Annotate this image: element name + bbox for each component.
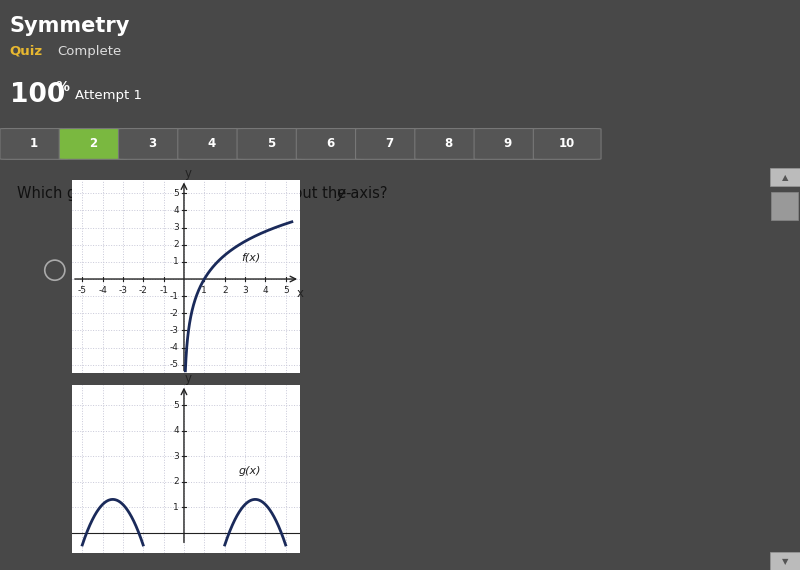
Text: 5: 5 (266, 137, 275, 150)
Text: Quiz: Quiz (10, 45, 42, 58)
Text: 3: 3 (173, 223, 179, 232)
Text: 1: 1 (30, 137, 38, 150)
FancyBboxPatch shape (296, 128, 364, 160)
Text: 100: 100 (10, 83, 66, 108)
Text: 1: 1 (202, 286, 207, 295)
Bar (771, 192, 798, 221)
Text: 2: 2 (222, 286, 227, 295)
Text: -1: -1 (170, 292, 179, 300)
Text: 2: 2 (174, 240, 179, 249)
FancyBboxPatch shape (178, 128, 246, 160)
Text: 3: 3 (242, 286, 248, 295)
Text: g(x): g(x) (239, 466, 262, 476)
Text: 6: 6 (326, 137, 334, 150)
Text: Complete: Complete (58, 45, 122, 58)
Text: y: y (336, 186, 345, 201)
Text: -1: -1 (159, 286, 168, 295)
Text: 4: 4 (174, 206, 179, 215)
Text: y: y (185, 372, 192, 385)
FancyBboxPatch shape (59, 128, 127, 160)
Text: 2: 2 (89, 137, 97, 150)
Text: %: % (55, 80, 70, 93)
FancyBboxPatch shape (0, 128, 68, 160)
Text: -2: -2 (170, 309, 179, 318)
Text: 3: 3 (173, 451, 179, 461)
Text: 5: 5 (173, 189, 179, 198)
Text: 8: 8 (445, 137, 453, 150)
Text: -5: -5 (170, 360, 179, 369)
Text: Symmetry: Symmetry (10, 15, 130, 36)
Text: -5: -5 (78, 286, 86, 295)
FancyBboxPatch shape (355, 128, 423, 160)
Text: 5: 5 (173, 401, 179, 410)
Text: 1: 1 (173, 258, 179, 266)
Text: 9: 9 (504, 137, 512, 150)
FancyBboxPatch shape (118, 128, 186, 160)
Text: 2: 2 (174, 477, 179, 486)
Text: 5: 5 (283, 286, 289, 295)
Text: 10: 10 (559, 137, 575, 150)
Text: 3: 3 (148, 137, 157, 150)
Text: 1: 1 (173, 503, 179, 511)
Text: ▲: ▲ (782, 173, 788, 182)
Text: ▼: ▼ (782, 557, 788, 565)
Bar (770, 168, 800, 186)
FancyBboxPatch shape (474, 128, 542, 160)
Text: -3: -3 (170, 326, 179, 335)
Bar (770, 552, 800, 570)
FancyBboxPatch shape (534, 128, 601, 160)
Text: 4: 4 (174, 426, 179, 435)
Text: 4: 4 (262, 286, 268, 295)
Text: -3: -3 (118, 286, 127, 295)
Text: f(x): f(x) (241, 252, 260, 262)
Text: y: y (185, 166, 192, 180)
FancyBboxPatch shape (237, 128, 305, 160)
Text: -4: -4 (98, 286, 107, 295)
Text: -axis?: -axis? (346, 186, 388, 201)
Text: 7: 7 (386, 137, 394, 150)
Text: 4: 4 (207, 137, 216, 150)
Text: Which graph shows line symmetry about the: Which graph shows line symmetry about th… (17, 186, 351, 201)
Text: -2: -2 (139, 286, 148, 295)
Text: Attempt 1: Attempt 1 (75, 89, 142, 102)
Text: -4: -4 (170, 343, 179, 352)
Text: x: x (297, 287, 303, 300)
FancyBboxPatch shape (415, 128, 482, 160)
